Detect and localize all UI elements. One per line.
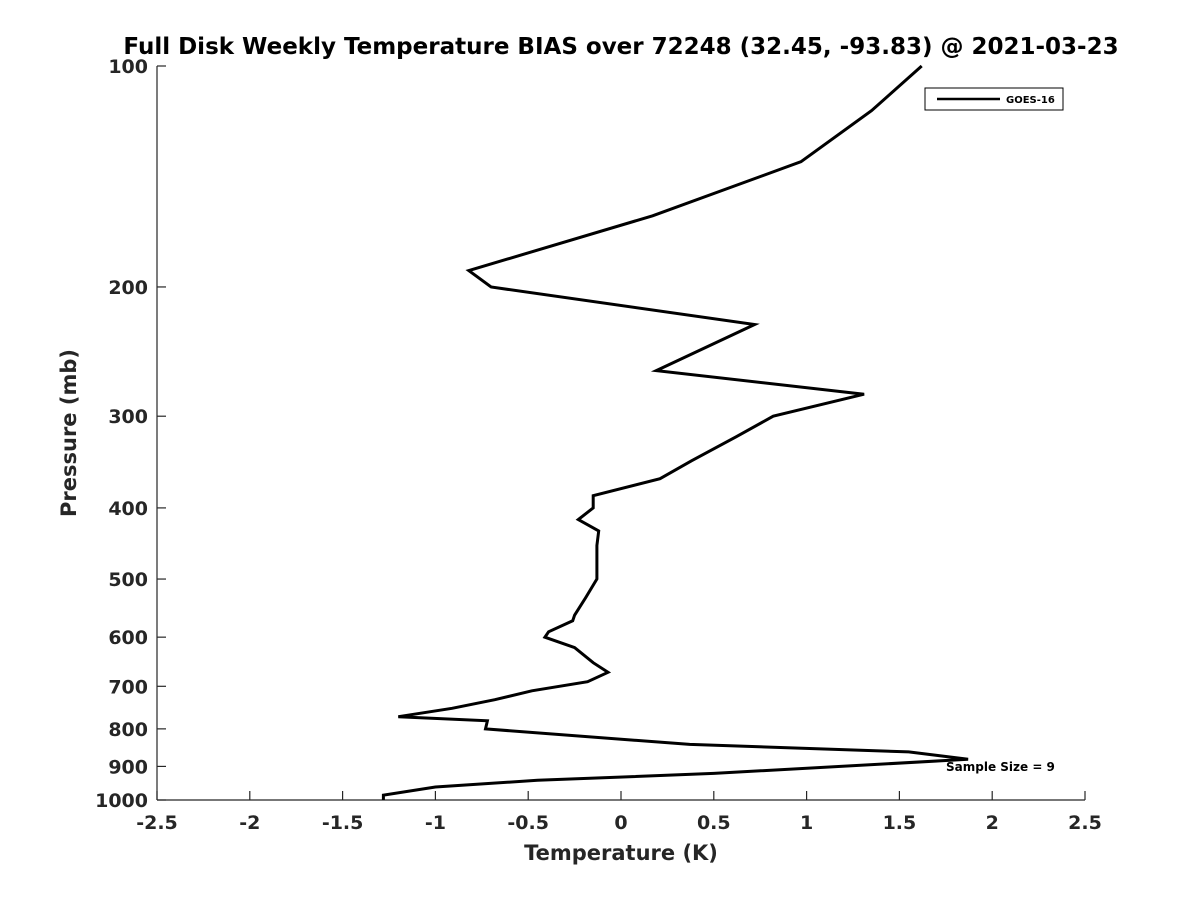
y-tick-label: 700: [108, 676, 148, 698]
y-tick-label: 1000: [95, 790, 148, 812]
y-tick-label: 900: [108, 756, 148, 778]
x-tick-label: 2.5: [1068, 812, 1102, 834]
x-tick-label: -0.5: [507, 812, 549, 834]
y-tick-label: 300: [108, 406, 148, 428]
y-axis-label: Pressure (mb): [57, 349, 81, 517]
x-tick-label: 1: [800, 812, 813, 834]
plot-area: -2.5 -2 -1.5 -1 -0.5 0 0.5 1 1.5 2 2.5 100 200 300 400…: [95, 56, 1102, 834]
x-axis-label: Temperature (K): [524, 841, 718, 865]
chart-title: Full Disk Weekly Temperature BIAS over 7…: [123, 34, 1118, 60]
y-tick-label: 200: [108, 277, 148, 299]
y-tick-label: 100: [108, 56, 148, 78]
x-tick-label: 2: [986, 812, 999, 834]
y-tick-label: 500: [108, 569, 148, 591]
x-tick-label: -1: [425, 812, 446, 834]
x-tick-label: 0: [614, 812, 627, 834]
x-tick-label: 0.5: [697, 812, 731, 834]
sample-size-annotation: Sample Size = 9: [946, 760, 1055, 774]
x-tick-label: 1.5: [883, 812, 917, 834]
x-tick-label: -1.5: [322, 812, 364, 834]
y-tick-label: 600: [108, 627, 148, 649]
series-line-goes-16: [381, 64, 969, 800]
legend-label: GOES-16: [1006, 95, 1055, 106]
legend: GOES-16: [924, 87, 1064, 111]
x-tick-label: -2: [239, 812, 260, 834]
y-tick-label: 400: [108, 498, 148, 520]
x-tick-label: -2.5: [136, 812, 178, 834]
y-tick-label: 800: [108, 719, 148, 741]
